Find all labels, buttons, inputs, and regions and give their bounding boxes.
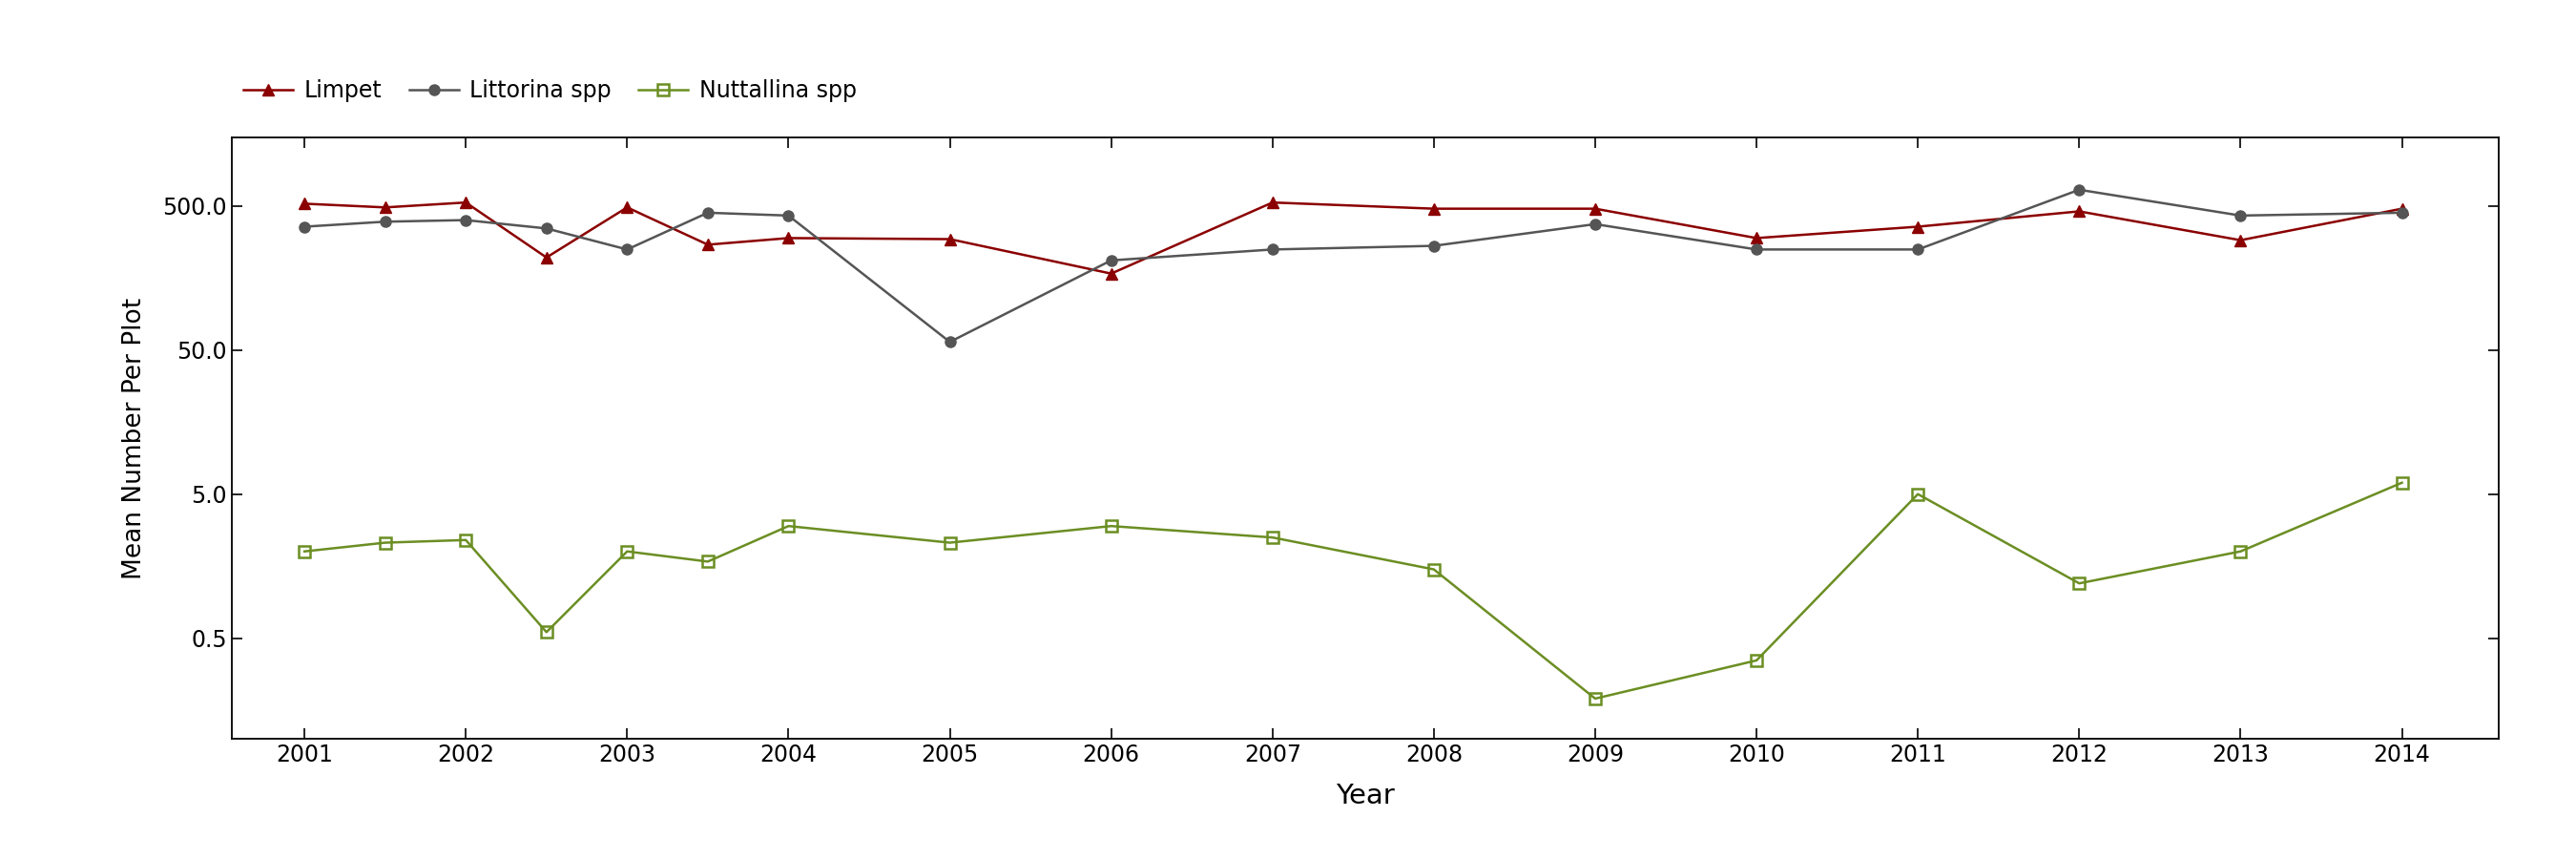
Limpet	[2226, 235, 2257, 246]
Y-axis label: Mean Number Per Plot: Mean Number Per Plot	[121, 297, 147, 579]
Littorina spp	[1904, 244, 1935, 254]
Nuttallina spp	[2063, 578, 2094, 588]
Limpet	[693, 240, 724, 250]
Littorina spp	[2226, 210, 2257, 221]
Line: Littorina spp: Littorina spp	[299, 185, 2406, 347]
Littorina spp	[289, 222, 319, 232]
Nuttallina spp	[1419, 564, 1450, 575]
Littorina spp	[451, 215, 482, 225]
Nuttallina spp	[773, 521, 804, 531]
Littorina spp	[531, 223, 562, 234]
Littorina spp	[1579, 219, 1610, 229]
Legend: Limpet, Littorina spp, Nuttallina spp: Limpet, Littorina spp, Nuttallina spp	[242, 79, 858, 102]
Littorina spp	[1095, 255, 1126, 265]
Limpet	[1095, 269, 1126, 279]
Littorina spp	[1257, 244, 1288, 254]
Littorina spp	[611, 244, 641, 254]
Limpet	[289, 198, 319, 209]
Limpet	[451, 198, 482, 208]
Nuttallina spp	[2226, 546, 2257, 557]
Nuttallina spp	[371, 538, 402, 548]
Nuttallina spp	[611, 546, 641, 557]
Nuttallina spp	[531, 627, 562, 637]
Littorina spp	[2063, 185, 2094, 195]
Limpet	[611, 202, 641, 212]
Nuttallina spp	[693, 557, 724, 567]
Littorina spp	[693, 208, 724, 218]
Nuttallina spp	[1741, 655, 1772, 666]
Limpet	[2385, 204, 2416, 214]
Nuttallina spp	[289, 546, 319, 557]
Littorina spp	[371, 216, 402, 227]
Nuttallina spp	[2385, 478, 2416, 488]
Limpet	[371, 202, 402, 212]
Nuttallina spp	[1257, 533, 1288, 543]
Littorina spp	[1741, 244, 1772, 254]
Littorina spp	[773, 210, 804, 221]
Nuttallina spp	[1579, 693, 1610, 704]
Line: Nuttallina spp: Nuttallina spp	[299, 477, 2409, 704]
X-axis label: Year: Year	[1337, 783, 1394, 809]
Nuttallina spp	[1904, 489, 1935, 499]
Line: Limpet: Limpet	[299, 197, 2409, 279]
Nuttallina spp	[451, 535, 482, 545]
Limpet	[935, 234, 966, 244]
Littorina spp	[1419, 241, 1450, 251]
Littorina spp	[2385, 208, 2416, 218]
Limpet	[531, 253, 562, 263]
Limpet	[1904, 222, 1935, 232]
Limpet	[1419, 204, 1450, 214]
Limpet	[1257, 198, 1288, 208]
Limpet	[1579, 204, 1610, 214]
Nuttallina spp	[935, 538, 966, 548]
Limpet	[2063, 206, 2094, 216]
Nuttallina spp	[1095, 521, 1126, 531]
Limpet	[1741, 233, 1772, 243]
Littorina spp	[935, 337, 966, 347]
Limpet	[773, 233, 804, 243]
